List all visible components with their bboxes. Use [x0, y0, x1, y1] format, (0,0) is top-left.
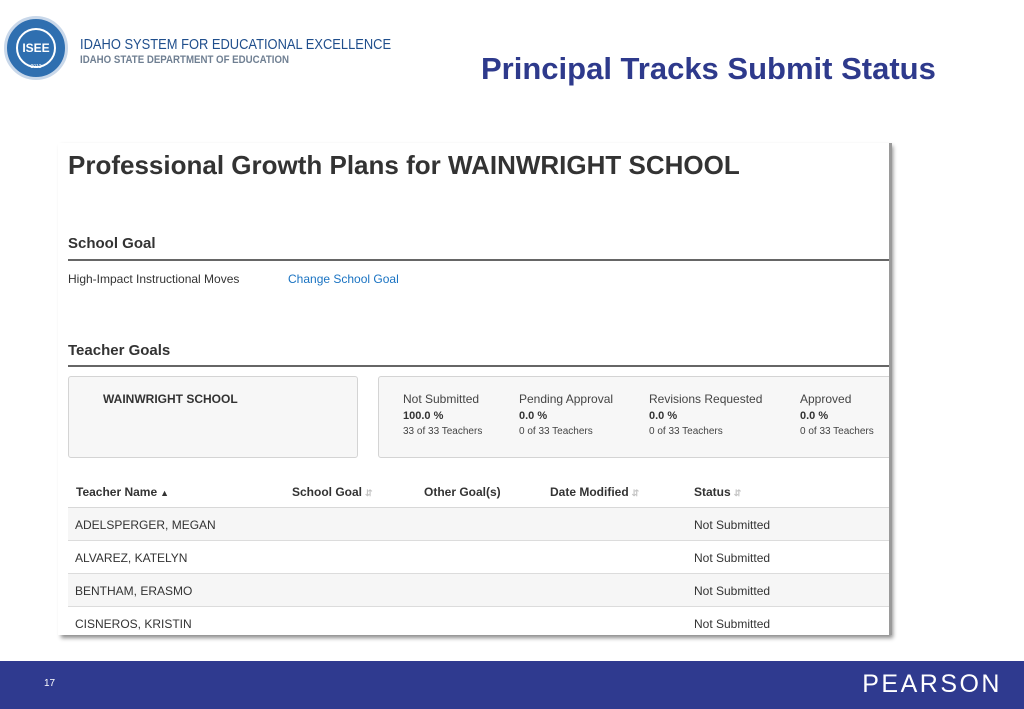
- teacher-status: Not Submitted: [694, 584, 771, 598]
- column-label: Teacher Name: [76, 485, 158, 499]
- divider: [68, 259, 890, 261]
- table-row[interactable]: ALVAREZ, KATELYN Not Submitted: [68, 541, 890, 574]
- divider: [68, 507, 890, 508]
- org-name: IDAHO SYSTEM FOR EDUCATIONAL EXCELLENCE: [80, 36, 392, 53]
- seal-text: ISEE: [16, 28, 56, 68]
- panel-shadow-edge: [889, 143, 892, 635]
- page-title: Professional Growth Plans for WAINWRIGHT…: [68, 150, 740, 180]
- sort-icon: ⇵: [631, 488, 640, 498]
- column-label: School Goal: [292, 485, 363, 499]
- stat-pending-approval: Pending Approval 0.0 % 0 of 33 Teachers: [519, 392, 613, 437]
- teacher-goals-heading: Teacher Goals: [68, 342, 171, 359]
- teacher-name: ADELSPERGER, MEGAN: [75, 518, 216, 532]
- stat-percent: 100.0 %: [403, 410, 444, 422]
- table-row[interactable]: BENTHAM, ERASMO Not Submitted: [68, 574, 890, 607]
- slide-title: Principal Tracks Submit Status: [481, 51, 936, 86]
- pearson-logo: PEARSON: [862, 670, 1002, 698]
- stat-label: Not Submitted: [403, 392, 480, 406]
- sort-ascending-icon: ▲: [160, 488, 170, 498]
- teacher-status: Not Submitted: [694, 551, 771, 565]
- teacher-status: Not Submitted: [694, 617, 771, 631]
- sort-icon: ⇵: [365, 488, 373, 498]
- stat-label: Pending Approval: [519, 392, 614, 406]
- column-header-other-goals: Other Goal(s): [424, 485, 501, 499]
- column-header-school-goal[interactable]: School Goal ⇵: [292, 485, 373, 499]
- state-seal-icon: ISEE 2012: [4, 16, 68, 80]
- teacher-name: BENTHAM, ERASMO: [75, 584, 193, 598]
- column-header-status[interactable]: Status ⇵: [694, 485, 741, 499]
- stat-count: 33 of 33 Teachers: [403, 426, 483, 437]
- status-summary-box: Not Submitted 100.0 % 33 of 33 Teachers …: [378, 376, 890, 458]
- stat-percent: 0.0 %: [649, 410, 678, 422]
- stat-label: Approved: [800, 392, 852, 406]
- column-header-teacher-name[interactable]: Teacher Name ▲: [76, 485, 169, 499]
- isee-logo: ISEE 2012 IDAHO SYSTEM FOR EDUCATIONAL E…: [4, 14, 424, 86]
- stat-percent: 0.0 %: [800, 410, 829, 422]
- school-summary-box: WAINWRIGHT SCHOOL: [68, 376, 358, 458]
- school-goal-value: High-Impact Instructional Moves: [68, 272, 240, 286]
- column-label: Status: [694, 485, 731, 499]
- teacher-name: CISNEROS, KRISTIN: [75, 617, 192, 631]
- school-name: WAINWRIGHT SCHOOL: [103, 392, 238, 406]
- stat-percent: 0.0 %: [519, 410, 548, 422]
- change-school-goal-link[interactable]: Change School Goal: [288, 272, 399, 286]
- table-row[interactable]: CISNEROS, KRISTIN Not Submitted: [68, 607, 890, 635]
- org-department: IDAHO STATE DEPARTMENT OF EDUCATION: [80, 54, 290, 66]
- stat-not-submitted: Not Submitted 100.0 % 33 of 33 Teachers: [403, 392, 482, 437]
- column-header-date-modified[interactable]: Date Modified ⇵: [550, 485, 639, 499]
- stat-count: 0 of 33 Teachers: [519, 426, 593, 437]
- slide-footer: 17 PEARSON: [0, 661, 1024, 709]
- sort-icon: ⇵: [733, 488, 742, 498]
- school-goal-heading: School Goal: [68, 235, 156, 252]
- stat-count: 0 of 33 Teachers: [649, 426, 723, 437]
- screenshot-panel: Professional Growth Plans for WAINWRIGHT…: [58, 143, 890, 635]
- table-row[interactable]: ADELSPERGER, MEGAN Not Submitted: [68, 508, 890, 541]
- teacher-status: Not Submitted: [694, 518, 771, 532]
- teacher-name: ALVAREZ, KATELYN: [75, 551, 188, 565]
- column-label: Date Modified: [550, 485, 629, 499]
- column-label: Other Goal(s): [424, 485, 501, 499]
- divider: [68, 365, 890, 367]
- stat-revisions-requested: Revisions Requested 0.0 % 0 of 33 Teache…: [649, 392, 762, 437]
- stat-approved: Approved 0.0 % 0 of 33 Teachers: [800, 392, 874, 437]
- stat-count: 0 of 33 Teachers: [800, 426, 874, 437]
- page-number: 17: [44, 678, 56, 689]
- seal-year: 2012: [30, 64, 42, 70]
- stat-label: Revisions Requested: [649, 392, 763, 406]
